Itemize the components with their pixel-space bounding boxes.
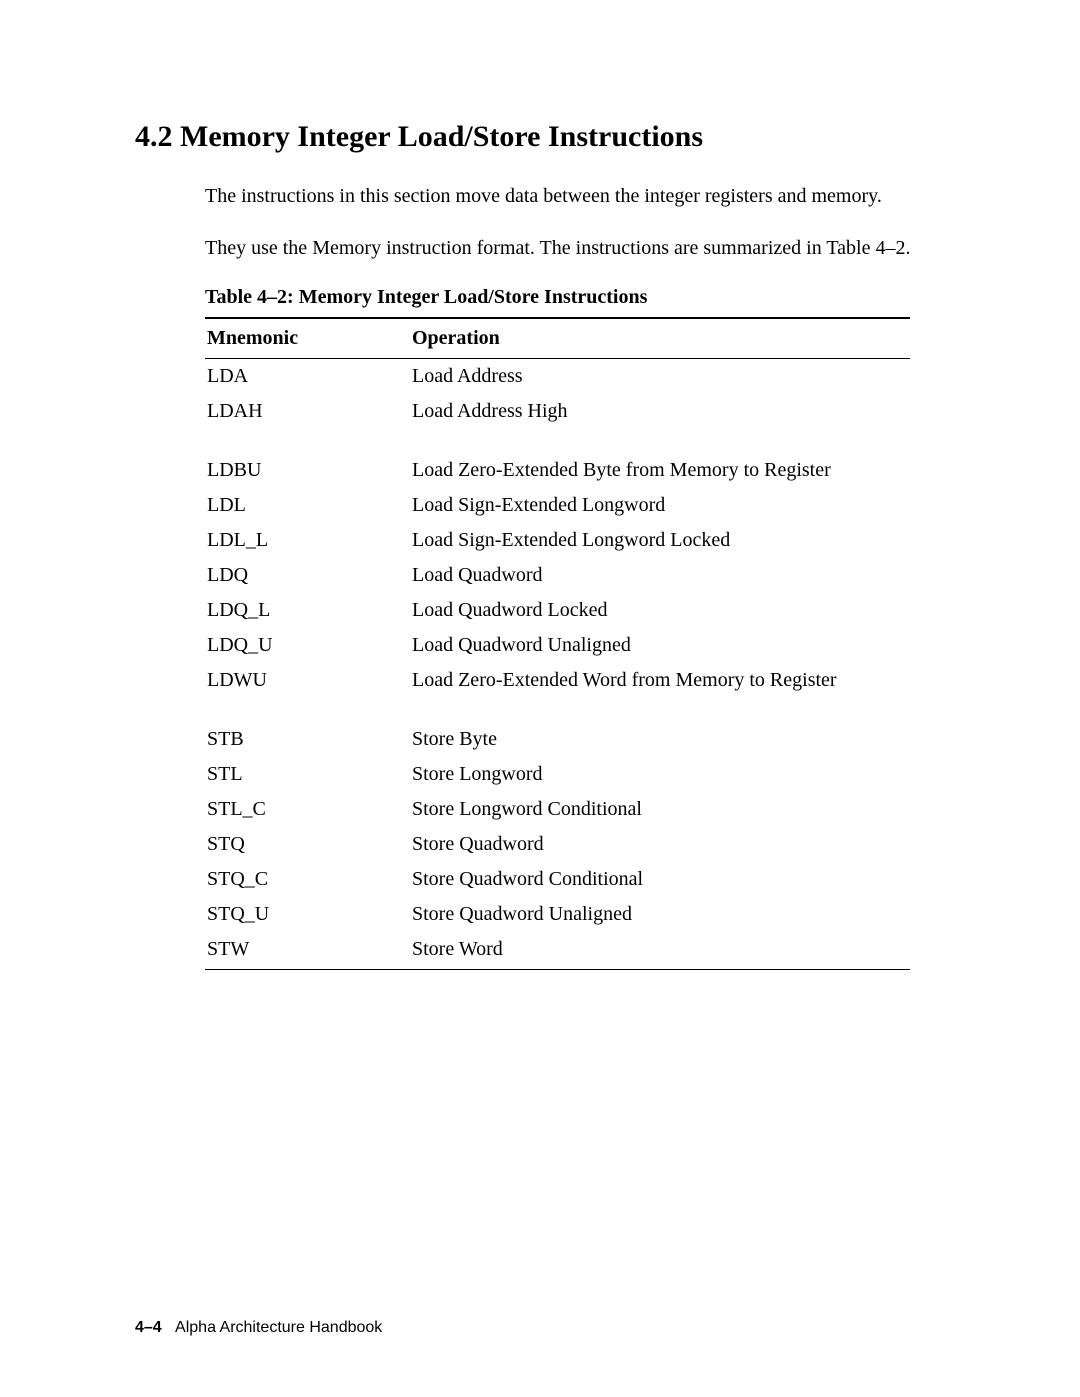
table-spacer-row xyxy=(205,429,910,453)
cell-mnemonic: LDQ_U xyxy=(205,628,410,663)
cell-mnemonic: STQ xyxy=(205,827,410,862)
cell-mnemonic: STL_C xyxy=(205,792,410,827)
cell-operation: Load Zero-Extended Word from Memory to R… xyxy=(410,663,910,698)
cell-mnemonic: LDA xyxy=(205,359,410,395)
table-row: STQStore Quadword xyxy=(205,827,910,862)
intro-paragraph-1: The instructions in this section move da… xyxy=(205,182,945,210)
cell-operation: Load Quadword Unaligned xyxy=(410,628,910,663)
cell-mnemonic: STQ_C xyxy=(205,862,410,897)
footer-page-number: 4–4 xyxy=(135,1319,162,1336)
cell-operation: Load Zero-Extended Byte from Memory to R… xyxy=(410,453,910,488)
footer-title xyxy=(166,1319,175,1336)
table-row: STBStore Byte xyxy=(205,722,910,757)
table-spacer-row xyxy=(205,698,910,722)
table-row: LDALoad Address xyxy=(205,359,910,395)
table-row: STWStore Word xyxy=(205,932,910,970)
cell-mnemonic: STB xyxy=(205,722,410,757)
cell-operation: Load Address High xyxy=(410,394,910,429)
table-row: LDQLoad Quadword xyxy=(205,558,910,593)
cell-operation: Load Quadword Locked xyxy=(410,593,910,628)
cell-operation: Load Address xyxy=(410,359,910,395)
cell-operation: Store Longword Conditional xyxy=(410,792,910,827)
table-row: LDAHLoad Address High xyxy=(205,394,910,429)
table-row: LDBULoad Zero-Extended Byte from Memory … xyxy=(205,453,910,488)
table-row: STQ_UStore Quadword Unaligned xyxy=(205,897,910,932)
cell-operation: Store Quadword Unaligned xyxy=(410,897,910,932)
cell-mnemonic: LDAH xyxy=(205,394,410,429)
table-row: LDLLoad Sign-Extended Longword xyxy=(205,488,910,523)
table-row: LDQ_ULoad Quadword Unaligned xyxy=(205,628,910,663)
table-row: LDWULoad Zero-Extended Word from Memory … xyxy=(205,663,910,698)
cell-operation: Store Quadword xyxy=(410,827,910,862)
cell-operation: Store Byte xyxy=(410,722,910,757)
cell-operation: Store Longword xyxy=(410,757,910,792)
cell-operation: Store Word xyxy=(410,932,910,970)
section-heading: 4.2 Memory Integer Load/Store Instructio… xyxy=(135,120,945,154)
cell-mnemonic: LDWU xyxy=(205,663,410,698)
footer-book-title: Alpha Architecture Handbook xyxy=(175,1319,382,1336)
table-header-row: Mnemonic Operation xyxy=(205,318,910,359)
cell-mnemonic: STL xyxy=(205,757,410,792)
table-row: LDQ_LLoad Quadword Locked xyxy=(205,593,910,628)
cell-mnemonic: LDL xyxy=(205,488,410,523)
cell-operation: Load Sign-Extended Longword xyxy=(410,488,910,523)
table-row: STLStore Longword xyxy=(205,757,910,792)
cell-mnemonic: LDQ_L xyxy=(205,593,410,628)
cell-mnemonic: STW xyxy=(205,932,410,970)
cell-operation: Load Quadword xyxy=(410,558,910,593)
page-footer: 4–4 Alpha Architecture Handbook xyxy=(135,1319,382,1337)
col-header-mnemonic: Mnemonic xyxy=(205,318,410,359)
cell-mnemonic: LDQ xyxy=(205,558,410,593)
col-header-operation: Operation xyxy=(410,318,910,359)
cell-mnemonic: STQ_U xyxy=(205,897,410,932)
cell-operation: Load Sign-Extended Longword Locked xyxy=(410,523,910,558)
table-row: LDL_LLoad Sign-Extended Longword Locked xyxy=(205,523,910,558)
cell-operation: Store Quadword Conditional xyxy=(410,862,910,897)
intro-paragraph-2: They use the Memory instruction format. … xyxy=(205,234,945,262)
cell-mnemonic: LDL_L xyxy=(205,523,410,558)
cell-mnemonic: LDBU xyxy=(205,453,410,488)
instruction-table: Mnemonic Operation LDALoad AddressLDAHLo… xyxy=(205,317,910,970)
table-row: STL_CStore Longword Conditional xyxy=(205,792,910,827)
table-row: STQ_CStore Quadword Conditional xyxy=(205,862,910,897)
table-caption: Table 4–2: Memory Integer Load/Store Ins… xyxy=(205,286,945,309)
